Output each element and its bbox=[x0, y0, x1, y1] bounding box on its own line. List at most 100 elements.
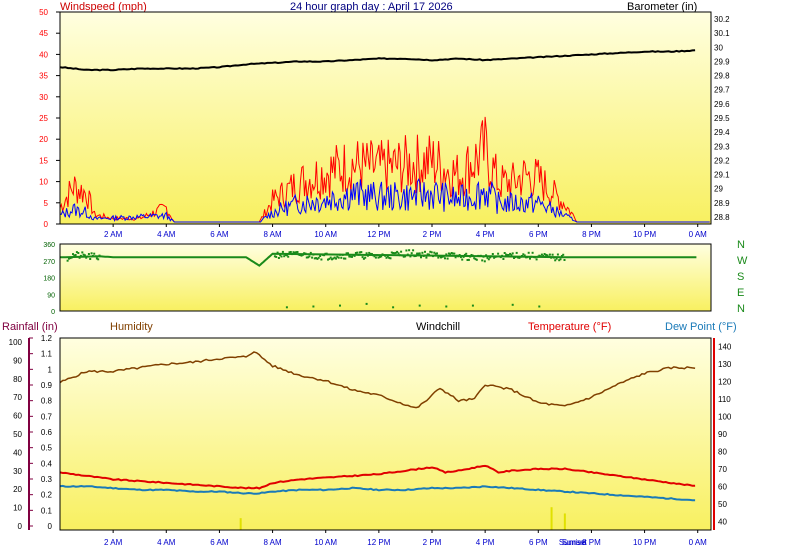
direction-point bbox=[394, 251, 397, 254]
direction-point bbox=[506, 254, 509, 256]
direction-point bbox=[548, 253, 551, 256]
direction-point bbox=[337, 256, 340, 259]
direction-point bbox=[424, 250, 426, 253]
direction-point bbox=[361, 256, 364, 259]
direction-point bbox=[446, 257, 449, 260]
wind-y-tick: 45 bbox=[39, 29, 48, 38]
compass-label: N bbox=[737, 303, 745, 315]
direction-point bbox=[397, 252, 400, 255]
direction-point bbox=[333, 256, 336, 259]
direction-point bbox=[503, 252, 506, 254]
direction-point bbox=[486, 256, 489, 259]
direction-point bbox=[87, 253, 90, 255]
direction-point bbox=[319, 255, 322, 257]
rain-y-tick: 0.1 bbox=[41, 506, 53, 515]
direction-point bbox=[362, 257, 365, 260]
wind-y-tick: 0 bbox=[44, 220, 49, 229]
series-layer bbox=[59, 49, 710, 530]
baro-y-tick: 29.4 bbox=[714, 128, 730, 137]
direction-point bbox=[523, 254, 526, 257]
temp-x-tick: 6 PM bbox=[529, 538, 548, 547]
humidity-y-tick: 10 bbox=[13, 504, 22, 513]
temp-x-tick: 6 AM bbox=[210, 538, 229, 547]
direction-point bbox=[356, 251, 359, 254]
direction-y-tick: 180 bbox=[43, 276, 55, 283]
wind-x-tick: 8 AM bbox=[263, 230, 282, 239]
direction-point bbox=[535, 258, 538, 261]
rain-y-tick: 1.2 bbox=[41, 334, 53, 343]
temp-x-tick: 10 PM bbox=[633, 538, 656, 547]
temp-panel-border bbox=[59, 337, 712, 531]
direction-point bbox=[85, 256, 88, 259]
direction-point bbox=[311, 256, 314, 259]
direction-point bbox=[393, 252, 396, 255]
direction-point bbox=[465, 252, 468, 255]
direction-point bbox=[295, 251, 298, 254]
direction-point bbox=[329, 256, 332, 259]
direction-point bbox=[293, 251, 296, 254]
direction-point bbox=[450, 252, 453, 254]
direction-point bbox=[543, 253, 546, 255]
direction-point bbox=[283, 255, 286, 258]
direction-scatter-point bbox=[538, 305, 541, 308]
direction-point bbox=[351, 255, 353, 258]
temperature-series bbox=[59, 464, 696, 490]
baro-y-tick: 29.2 bbox=[714, 156, 730, 165]
direction-point bbox=[505, 253, 508, 256]
direction-point bbox=[420, 256, 422, 259]
barometer-axis-label: Barometer (in) bbox=[627, 1, 697, 13]
temp-x-tick: 8 AM bbox=[263, 538, 282, 547]
direction-point bbox=[562, 253, 565, 256]
dewpoint-label: Dew Point (°F) bbox=[665, 321, 737, 333]
direction-point bbox=[305, 256, 308, 259]
direction-point bbox=[320, 258, 323, 261]
wind-x-tick: 10 PM bbox=[633, 230, 656, 239]
direction-point bbox=[408, 249, 411, 252]
direction-point bbox=[378, 255, 381, 258]
direction-point bbox=[489, 256, 492, 259]
humidity-y-tick: 90 bbox=[13, 356, 22, 365]
direction-point bbox=[309, 251, 312, 254]
rain-y-tick: 1.1 bbox=[41, 350, 53, 359]
rain-y-tick: 0 bbox=[48, 522, 53, 531]
direction-point bbox=[412, 249, 415, 252]
direction-series bbox=[60, 252, 697, 267]
direction-point bbox=[445, 253, 448, 256]
direction-point bbox=[386, 255, 389, 258]
direction-point bbox=[425, 256, 428, 259]
direction-point bbox=[428, 253, 430, 256]
direction-scatter-point bbox=[285, 306, 288, 309]
direction-point bbox=[473, 257, 476, 260]
humidity-y-tick: 50 bbox=[13, 430, 22, 439]
direction-y-tick: 360 bbox=[43, 242, 55, 249]
barometer-series bbox=[59, 49, 696, 72]
direction-point bbox=[527, 251, 530, 254]
direction-point bbox=[470, 254, 473, 256]
direction-point bbox=[93, 252, 96, 255]
wind-y-tick: 40 bbox=[39, 50, 48, 59]
direction-point bbox=[327, 258, 329, 261]
direction-point bbox=[89, 258, 92, 260]
direction-point bbox=[531, 251, 534, 254]
wind-x-tick: 12 PM bbox=[367, 230, 390, 239]
baro-y-tick: 28.9 bbox=[714, 199, 730, 208]
direction-point bbox=[426, 253, 429, 256]
direction-point bbox=[491, 253, 494, 255]
direction-scatter-point bbox=[365, 302, 368, 305]
direction-point bbox=[475, 258, 478, 261]
baro-y-tick: 30 bbox=[714, 43, 723, 52]
rain-y-tick: 0.6 bbox=[41, 428, 53, 437]
direction-point bbox=[316, 257, 319, 260]
direction-point bbox=[544, 253, 547, 256]
direction-point bbox=[440, 256, 442, 259]
direction-point bbox=[364, 256, 367, 259]
direction-point bbox=[75, 251, 78, 254]
direction-point bbox=[331, 258, 333, 261]
wind-x-tick: 10 AM bbox=[314, 230, 337, 239]
direction-point bbox=[466, 259, 469, 261]
direction-point bbox=[347, 252, 349, 255]
temp-x-tick: 4 PM bbox=[476, 538, 495, 547]
direction-point bbox=[416, 252, 419, 255]
humidity-y-tick: 0 bbox=[18, 522, 23, 531]
